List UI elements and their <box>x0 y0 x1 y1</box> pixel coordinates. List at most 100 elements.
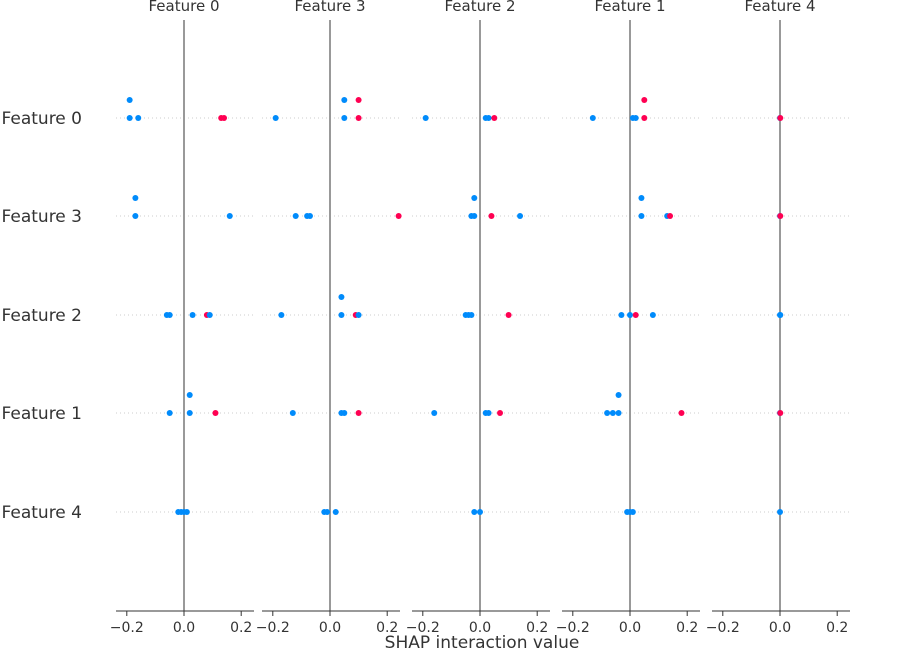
data-point <box>629 509 636 515</box>
data-point <box>355 115 362 121</box>
data-point <box>777 410 784 416</box>
panel-title: Feature 3 <box>295 0 366 15</box>
x-tick-label: 0.2 <box>230 620 252 636</box>
data-point <box>355 97 362 103</box>
panel: Feature 1 −0.2 0.0 0.2 <box>556 0 700 636</box>
data-point <box>272 115 279 121</box>
row-label: Feature 0 <box>2 109 82 129</box>
x-tick-label: 0.2 <box>526 620 548 636</box>
row-label: Feature 1 <box>2 404 82 424</box>
data-point <box>638 213 645 219</box>
data-point <box>289 410 296 416</box>
data-point <box>166 312 173 318</box>
data-point <box>667 213 674 219</box>
data-point <box>471 509 478 515</box>
data-point <box>226 213 233 219</box>
x-tick-label: −0.2 <box>406 620 440 636</box>
data-point <box>206 312 213 318</box>
data-point <box>491 115 498 121</box>
data-point <box>338 312 345 318</box>
x-tick-label: 0.2 <box>376 620 398 636</box>
panel: Feature 0 −0.2 0.0 0.2 <box>110 0 254 636</box>
data-point <box>341 410 348 416</box>
data-point <box>497 410 504 416</box>
data-point <box>395 213 402 219</box>
data-point <box>189 312 196 318</box>
data-point <box>604 410 611 416</box>
data-point <box>278 312 285 318</box>
data-point <box>777 312 784 318</box>
data-point <box>649 312 656 318</box>
data-point <box>477 509 483 515</box>
data-point <box>132 213 139 219</box>
row-label: Feature 3 <box>2 207 82 227</box>
data-point <box>126 115 133 121</box>
data-point <box>186 410 193 416</box>
data-point <box>471 195 478 201</box>
x-tick-label: −0.2 <box>706 620 740 636</box>
data-point <box>341 115 348 121</box>
data-point <box>166 410 173 416</box>
data-point <box>609 410 616 416</box>
data-point <box>306 213 313 219</box>
data-point <box>485 410 492 416</box>
row-label: Feature 2 <box>2 306 82 326</box>
data-point <box>186 392 193 398</box>
data-point <box>126 97 133 103</box>
panel: Feature 4 −0.2 0.0 0.2 <box>706 0 850 636</box>
x-tick-label: −0.2 <box>256 620 290 636</box>
panel-title: Feature 2 <box>445 0 516 15</box>
panel: Feature 2 −0.2 0.0 0.2 <box>406 0 550 636</box>
x-tick-label: −0.2 <box>110 620 144 636</box>
data-point <box>422 115 429 121</box>
data-point <box>221 115 228 121</box>
data-point <box>627 312 633 318</box>
data-point <box>505 312 512 318</box>
data-point <box>589 115 596 121</box>
data-point <box>641 97 648 103</box>
data-point <box>777 115 784 121</box>
x-axis-label: SHAP interaction value <box>385 633 580 653</box>
data-point <box>135 115 142 121</box>
data-point <box>471 213 478 219</box>
data-point <box>615 410 622 416</box>
x-tick-label: 0.2 <box>676 620 698 636</box>
data-point <box>488 213 495 219</box>
data-point <box>292 213 299 219</box>
panel-title: Feature 4 <box>745 0 816 15</box>
x-tick-label: 0.0 <box>319 620 341 636</box>
data-point <box>777 213 784 219</box>
panel: Feature 3 −0.2 0.0 0.2 <box>256 0 402 636</box>
x-tick-label: 0.0 <box>469 620 491 636</box>
data-point <box>678 410 685 416</box>
data-point <box>355 410 362 416</box>
data-point <box>431 410 438 416</box>
data-point <box>517 213 524 219</box>
data-point <box>777 509 783 515</box>
data-point <box>332 509 339 515</box>
data-point <box>338 294 345 300</box>
data-point <box>355 312 362 318</box>
data-point <box>641 115 648 121</box>
row-label: Feature 4 <box>2 503 82 523</box>
x-tick-label: 0.0 <box>769 620 791 636</box>
data-point <box>618 312 625 318</box>
data-point <box>132 195 139 201</box>
data-point <box>485 115 492 121</box>
data-point <box>341 97 348 103</box>
data-point <box>638 195 645 201</box>
data-point <box>632 312 639 318</box>
data-point <box>183 509 190 515</box>
data-point <box>468 312 475 318</box>
x-tick-label: −0.2 <box>556 620 590 636</box>
panel-title: Feature 0 <box>149 0 220 15</box>
data-point <box>324 509 331 515</box>
panel-title: Feature 1 <box>595 0 666 15</box>
data-point <box>212 410 219 416</box>
data-point <box>632 115 639 121</box>
row-labels: Feature 0 Feature 3 Feature 2 Feature 1 Feat… <box>2 109 82 523</box>
x-tick-label: 0.0 <box>619 620 641 636</box>
data-point <box>615 392 622 398</box>
